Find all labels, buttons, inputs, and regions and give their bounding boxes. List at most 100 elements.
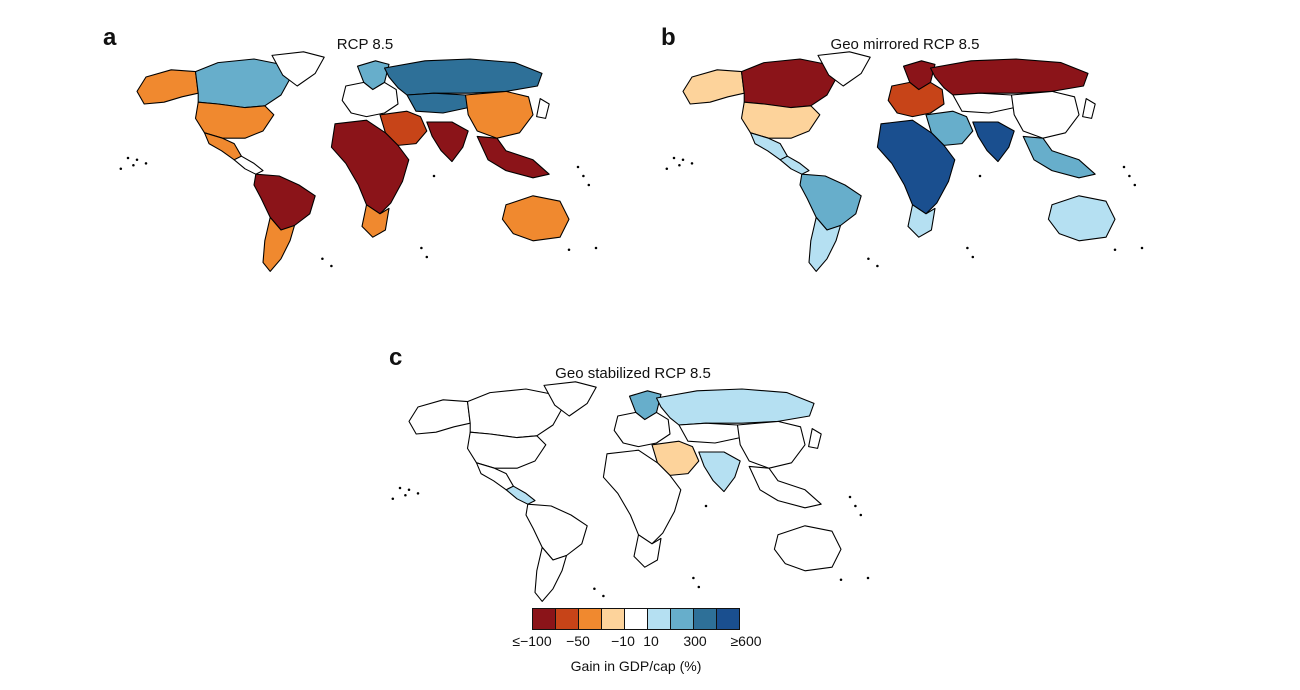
panel-c-title: Geo stabilized RCP 8.5 xyxy=(555,365,711,382)
region-south-america xyxy=(525,503,588,561)
region-central-america xyxy=(505,485,536,505)
legend-tick-1: ≤−100 xyxy=(512,633,552,649)
region-china xyxy=(464,90,534,139)
panel-c-letter: c xyxy=(389,344,403,371)
island-dot xyxy=(867,257,870,261)
legend-tick-6: ≥600 xyxy=(730,633,762,649)
region-china xyxy=(736,420,806,469)
legend-tick-4: 10 xyxy=(643,633,659,649)
region-russia xyxy=(383,58,543,96)
island-dot xyxy=(966,246,969,250)
island-dot xyxy=(665,167,669,171)
island-dot xyxy=(602,594,605,598)
island-dot xyxy=(681,158,685,162)
legend-label: Gain in GDP/cap (%) xyxy=(570,658,702,674)
region-argentina xyxy=(808,216,842,272)
island-dot xyxy=(398,486,402,490)
region-central-america xyxy=(779,155,810,175)
island-dot xyxy=(391,497,395,501)
region-southeast-asia xyxy=(476,135,550,179)
island-dot xyxy=(672,156,676,160)
region-canada xyxy=(740,58,837,109)
region-canada xyxy=(194,58,291,109)
island-dot xyxy=(692,576,695,580)
island-dot xyxy=(978,174,982,178)
region-central-asia xyxy=(678,422,741,444)
legend-color-cell xyxy=(533,609,556,629)
island-dot xyxy=(704,504,708,508)
region-southeast-asia xyxy=(748,465,822,509)
legend-color-cell xyxy=(579,609,602,629)
region-south-america xyxy=(253,173,316,231)
region-argentina xyxy=(534,546,568,602)
island-dot xyxy=(971,255,975,259)
island-dot xyxy=(697,585,701,589)
region-central-asia xyxy=(406,92,469,114)
region-greenland xyxy=(271,51,325,87)
panel-a-map xyxy=(119,51,598,272)
island-dot xyxy=(1113,248,1117,252)
island-dot xyxy=(576,165,580,169)
region-central-asia xyxy=(952,92,1015,114)
region-central-america xyxy=(233,155,264,175)
region-china xyxy=(1010,90,1080,139)
island-dot xyxy=(135,158,139,162)
island-dot xyxy=(876,264,879,268)
panel-b-letter: b xyxy=(661,24,676,51)
island-dot xyxy=(567,248,571,252)
region-australia xyxy=(1047,195,1116,242)
panel-a-letter: a xyxy=(103,24,117,51)
island-dot xyxy=(1140,246,1144,250)
legend-color-cell xyxy=(556,609,579,629)
island-dot xyxy=(144,162,148,165)
region-alaska xyxy=(682,69,745,105)
region-usa xyxy=(466,431,547,469)
region-greenland xyxy=(817,51,871,87)
island-dot xyxy=(848,495,852,499)
island-dot xyxy=(432,174,436,178)
legend-tick-3: −10 xyxy=(611,633,635,649)
region-russia xyxy=(929,58,1089,96)
region-argentina xyxy=(262,216,296,272)
region-usa xyxy=(740,101,821,139)
legend-tick-2: −50 xyxy=(566,633,590,649)
legend-color-cell xyxy=(602,609,625,629)
island-dot xyxy=(866,576,870,580)
legend-color-cell xyxy=(671,609,694,629)
island-dot xyxy=(330,264,333,268)
color-legend: ≤−100 −50 −10 10 300 ≥600 Gain in GDP/ca… xyxy=(496,606,786,686)
region-south-africa xyxy=(907,204,936,238)
island-dot xyxy=(1122,165,1126,169)
region-india xyxy=(698,451,741,493)
region-southeast-asia xyxy=(1022,135,1096,179)
region-europe xyxy=(887,81,945,118)
legend-color-cell xyxy=(648,609,671,629)
region-alaska xyxy=(408,399,471,435)
island-dot xyxy=(1128,174,1131,178)
island-dot xyxy=(678,163,681,167)
region-usa xyxy=(194,101,275,139)
region-japan xyxy=(1082,98,1096,119)
region-africa xyxy=(602,449,682,545)
region-africa xyxy=(876,119,956,215)
island-dot xyxy=(416,492,420,495)
region-europe xyxy=(613,411,671,448)
legend-color-cell xyxy=(625,609,648,629)
island-dot xyxy=(582,174,585,178)
region-europe xyxy=(341,81,399,118)
panel-a-title: RCP 8.5 xyxy=(336,36,394,53)
island-dot xyxy=(594,246,598,250)
island-dot xyxy=(839,578,843,582)
region-india xyxy=(972,121,1015,163)
region-australia xyxy=(773,525,842,572)
region-canada xyxy=(466,388,563,439)
region-india xyxy=(426,121,469,163)
region-greenland xyxy=(543,381,597,417)
island-dot xyxy=(132,163,135,167)
region-south-africa xyxy=(361,204,390,238)
legend-tick-5: 300 xyxy=(683,633,707,649)
region-australia xyxy=(501,195,570,242)
island-dot xyxy=(690,162,694,165)
island-dot xyxy=(119,167,123,171)
island-dot xyxy=(593,587,596,591)
